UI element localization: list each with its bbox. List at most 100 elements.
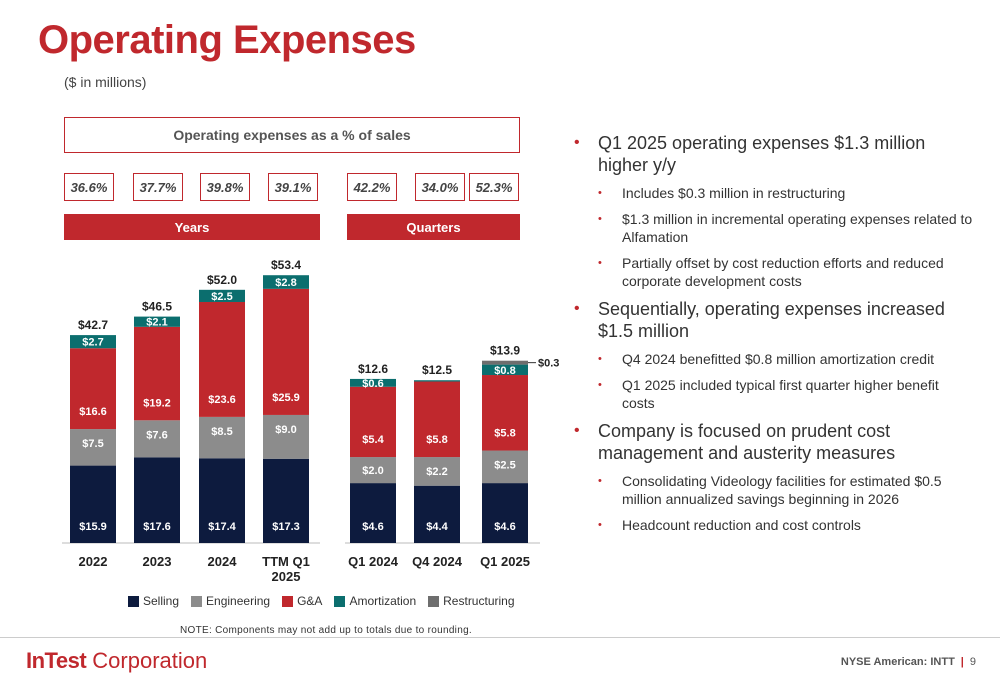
category-label: 2024	[208, 554, 238, 569]
bullet-primary: Q1 2025 operating expenses $1.3 million …	[574, 132, 974, 176]
bar-segment-selling	[199, 458, 245, 543]
legend-swatch	[428, 595, 440, 607]
legend-label: Amortization	[349, 594, 417, 608]
segment-label: $2.5	[494, 460, 515, 472]
segment-label: $17.6	[143, 521, 171, 533]
segment-label: $15.9	[79, 521, 107, 533]
segment-label: $7.5	[82, 438, 103, 450]
total-label: $12.5	[422, 363, 452, 377]
bar-segment-amortization	[263, 275, 309, 289]
segment-label: $4.6	[494, 521, 515, 533]
legend-item: Selling	[128, 594, 179, 608]
bar-segment-ga	[482, 375, 528, 451]
bar-segment-ga	[263, 288, 309, 415]
pct-of-sales-header: Operating expenses as a % of sales	[64, 117, 520, 153]
segment-label: $4.4	[426, 521, 448, 533]
total-label: $52.0	[207, 273, 237, 287]
segment-label: $23.6	[208, 394, 236, 406]
rounding-note: NOTE: Components may not add up to total…	[180, 625, 473, 636]
segment-label: $7.6	[146, 429, 167, 441]
bar-segment-amortization	[70, 335, 116, 349]
segment-label: $9.0	[275, 424, 296, 436]
legend-label: Restructuring	[443, 594, 515, 608]
footer-divider	[0, 637, 1000, 638]
bar-segment-selling	[263, 458, 309, 543]
segment-label: $2.5	[211, 291, 232, 303]
segment-label: $8.5	[211, 426, 232, 438]
footer-right: NYSE American: INTT | 9	[841, 656, 976, 668]
legend-item: Amortization	[334, 594, 416, 608]
pct-of-sales-value: 34.0%	[415, 173, 465, 201]
legend-swatch	[128, 595, 139, 607]
bar-segment-selling	[70, 465, 116, 543]
segment-label: $2.7	[82, 337, 103, 349]
bullet-secondary: Q4 2024 benefitted $0.8 million amortiza…	[574, 350, 974, 368]
segment-label: $17.4	[208, 521, 236, 533]
segment-label: $0.8	[494, 365, 515, 377]
bar-segment-engineering	[199, 416, 245, 459]
legend-label: Engineering	[206, 594, 271, 608]
bullet-primary: Sequentially, operating expenses increas…	[574, 298, 974, 342]
bar-segment-selling	[134, 457, 180, 543]
bar-segment-ga	[134, 326, 180, 421]
restructuring-label: $0.3	[538, 358, 559, 370]
bar-segment-amortization	[199, 289, 245, 302]
segment-label: $2.8	[275, 277, 296, 289]
total-label: $12.6	[358, 362, 388, 376]
bullet-secondary: Partially offset by cost reduction effor…	[574, 254, 974, 290]
pct-of-sales-value: 37.7%	[133, 173, 183, 201]
page-number: 9	[969, 656, 976, 668]
bar-segment-engineering	[414, 457, 460, 486]
bar-segment-engineering	[70, 429, 116, 466]
logo-bold: InTest	[26, 648, 87, 673]
bar-segment-engineering	[482, 450, 528, 484]
legend-item: Restructuring	[428, 594, 515, 608]
segment-label: $4.6	[362, 521, 383, 533]
total-label: $13.9	[490, 344, 520, 358]
segment-label: $19.2	[143, 397, 171, 409]
company-logo: InTest Corporation	[26, 648, 207, 674]
segment-label: $5.8	[426, 434, 447, 446]
bar-segment-restructuring	[482, 360, 528, 365]
bullet-list: Q1 2025 operating expenses $1.3 million …	[574, 132, 974, 542]
legend-label: Selling	[143, 594, 180, 608]
category-label: Q4 2024	[412, 554, 463, 569]
total-label: $46.5	[142, 300, 172, 314]
segment-label: $25.9	[272, 392, 300, 404]
bar-segment-selling	[414, 485, 460, 543]
bar-segment-selling	[350, 483, 396, 543]
pct-of-sales-value: 52.3%	[469, 173, 519, 201]
legend-swatch	[282, 595, 294, 607]
bar-segment-engineering	[134, 420, 180, 458]
segment-label: $17.3	[272, 521, 300, 533]
bar-segment-amortization	[482, 364, 528, 376]
bar-segment-amortization	[350, 378, 396, 387]
segment-label: $5.4	[362, 434, 384, 446]
bullet-secondary: Includes $0.3 million in restructuring	[574, 184, 974, 202]
page-title: Operating Expenses	[38, 18, 416, 62]
total-label: $53.4	[271, 258, 301, 272]
legend-swatch	[191, 595, 203, 607]
logo-rest: Corporation	[86, 648, 208, 673]
bullet-primary: Company is focused on prudent cost manag…	[574, 420, 974, 464]
category-label: TTM Q1	[262, 554, 310, 569]
legend-label: G&A	[297, 594, 323, 608]
bar-segment-amortization	[134, 316, 180, 327]
bar-segment-amortization	[414, 380, 460, 382]
category-label: Q1 2025	[480, 554, 530, 569]
category-label: Q1 2024	[348, 554, 399, 569]
segment-label: $0.6	[362, 378, 383, 390]
bar-segment-ga	[350, 386, 396, 458]
bullet-secondary: Headcount reduction and cost controls	[574, 516, 974, 534]
bar-segment-ga	[414, 381, 460, 458]
legend-swatch	[334, 595, 346, 607]
bullet-secondary: $1.3 million in incremental operating ex…	[574, 210, 974, 246]
segment-label: $5.8	[494, 428, 515, 440]
pct-of-sales-value: 39.1%	[268, 173, 318, 201]
category-label: 2023	[143, 554, 172, 569]
category-label: 2025	[272, 569, 301, 584]
chart-legend: Selling Engineering G&A Amortization Restruc…	[128, 594, 515, 608]
segment-label: $2.2	[426, 466, 447, 478]
exchange-ticker: NYSE American: INTT	[840, 656, 955, 668]
segment-label: $2.1	[146, 317, 167, 329]
